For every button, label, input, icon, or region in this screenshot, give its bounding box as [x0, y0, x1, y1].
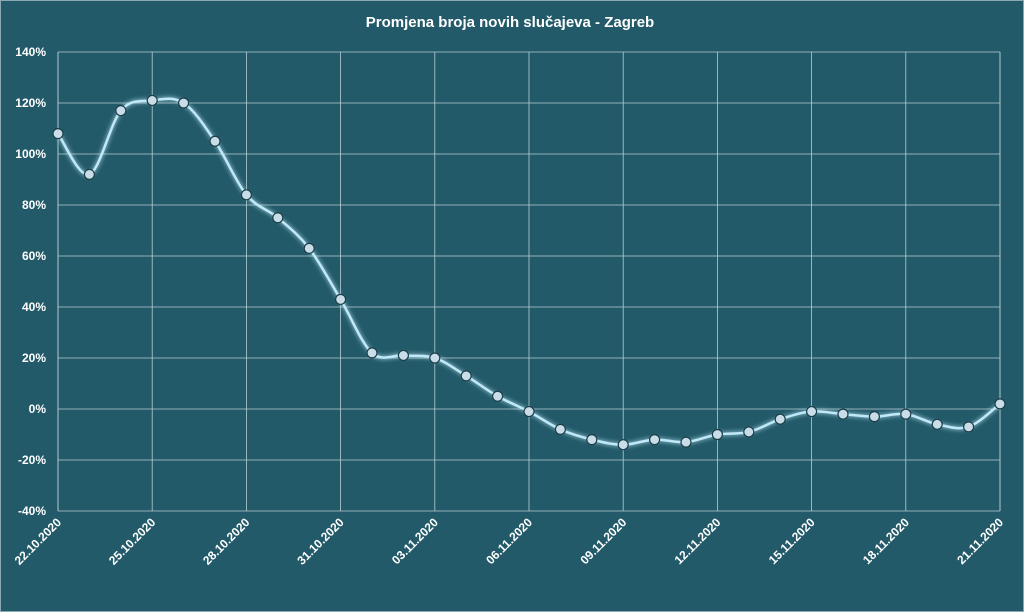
data-point [648, 434, 661, 446]
y-tick-label: -20% [18, 453, 46, 467]
data-point [52, 128, 64, 140]
data-point [962, 421, 975, 433]
y-tick-label: -40% [18, 504, 46, 518]
x-tick-label: 09.11.2020 [577, 515, 629, 567]
y-tick-label: 80% [22, 198, 46, 212]
x-tick-label: 06.11.2020 [483, 515, 535, 567]
data-points [52, 94, 1006, 451]
data-point [240, 189, 252, 201]
data-point [994, 398, 1006, 410]
data-point [586, 434, 598, 446]
data-point [460, 370, 472, 382]
data-point [366, 347, 378, 359]
data-point [931, 418, 943, 430]
data-point [617, 439, 629, 451]
y-tick-label: 100% [15, 147, 46, 161]
data-point [711, 428, 724, 441]
y-tick-label: 60% [22, 249, 46, 263]
data-point [272, 212, 284, 224]
y-tick-label: 120% [15, 96, 46, 110]
data-point [523, 405, 535, 418]
x-axis-ticks: 22.10.2020 25.10.2020 28.10.2020 31.10.2020… [12, 515, 1007, 568]
data-point [554, 423, 567, 435]
data-point [429, 352, 441, 364]
data-point [303, 242, 315, 254]
chart-title: Promjena broja novih slučajeva - Zagreb [366, 14, 654, 31]
data-point [209, 135, 221, 147]
x-tick-label: 28.10.2020 [200, 515, 253, 568]
data-point [805, 405, 818, 418]
grid [57, 51, 1001, 512]
data-point [146, 94, 158, 107]
x-tick-label: 22.10.2020 [12, 515, 65, 568]
data-point [868, 411, 881, 423]
data-point [774, 413, 786, 425]
data-point [397, 349, 409, 362]
data-point [115, 105, 127, 117]
y-tick-label: 20% [22, 351, 46, 365]
x-tick-label: 03.11.2020 [389, 515, 441, 567]
y-axis-ticks: 140% 120% 100% 80% 60% 40% 20% 0% -20% -40% [15, 45, 46, 518]
data-point [900, 408, 912, 420]
data-point [178, 97, 190, 109]
data-point [837, 408, 849, 420]
x-tick-label: 25.10.2020 [106, 515, 159, 568]
x-tick-label: 15.11.2020 [766, 515, 818, 567]
data-point [492, 390, 504, 402]
y-tick-label: 40% [22, 300, 46, 314]
x-tick-label: 31.10.2020 [294, 515, 347, 568]
y-tick-label: 0% [29, 402, 47, 416]
data-point [680, 436, 692, 448]
data-point [743, 426, 755, 438]
x-tick-label: 18.11.2020 [860, 515, 912, 567]
x-tick-label: 21.11.2020 [954, 515, 1006, 567]
data-point [335, 293, 347, 305]
y-tick-label: 140% [15, 45, 46, 59]
x-tick-label: 12.11.2020 [672, 515, 724, 567]
data-point [83, 168, 96, 180]
